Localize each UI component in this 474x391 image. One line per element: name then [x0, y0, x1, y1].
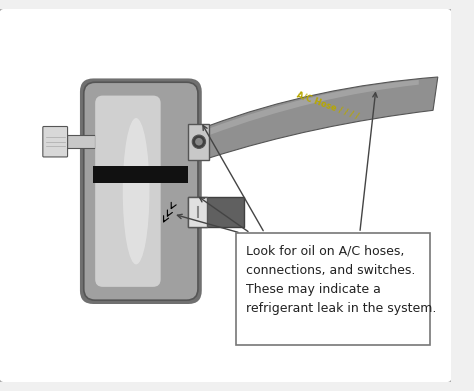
Bar [93, 165, 189, 183]
PathPatch shape [210, 77, 438, 158]
FancyBboxPatch shape [43, 127, 68, 157]
Bar [189, 197, 244, 228]
FancyBboxPatch shape [95, 95, 161, 287]
Text: Look for oil on A/C hoses,
connections, and switches.
These may indicate a
refri: Look for oil on A/C hoses, connections, … [246, 244, 436, 314]
Bar [189, 197, 208, 228]
Text: A/C Hose / / / /: A/C Hose / / / / [295, 90, 359, 121]
PathPatch shape [210, 80, 419, 135]
FancyBboxPatch shape [80, 79, 202, 304]
Bar [67, 135, 95, 149]
FancyBboxPatch shape [0, 7, 453, 384]
FancyBboxPatch shape [236, 233, 430, 345]
Ellipse shape [123, 118, 149, 264]
FancyBboxPatch shape [84, 82, 198, 300]
Circle shape [195, 138, 203, 145]
Bar [189, 124, 210, 160]
Circle shape [192, 135, 206, 149]
